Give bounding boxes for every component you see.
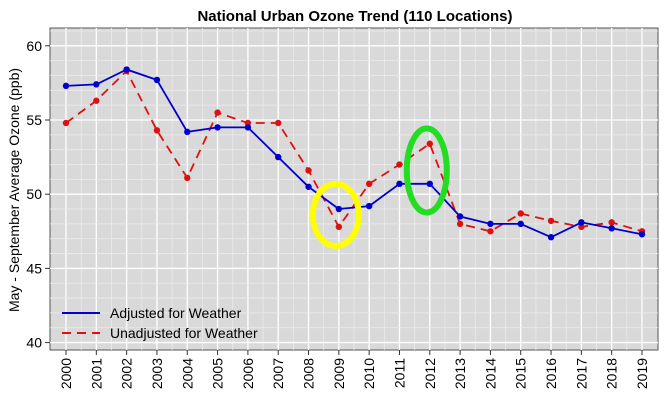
data-point (608, 225, 615, 232)
data-point (214, 109, 221, 116)
x-tick-label: 2017 (573, 358, 589, 389)
data-point (184, 174, 191, 182)
data-point (93, 81, 100, 88)
data-point (547, 234, 555, 241)
highlight-ellipse-2009 (309, 180, 362, 249)
y-axis-label: May - September Average Ozone (ppb) (6, 68, 22, 312)
data-point (426, 180, 433, 188)
data-point (517, 220, 524, 228)
x-tick-label: 2008 (301, 358, 317, 389)
legend-label-unadjusted: Unadjusted for Weather (110, 325, 258, 341)
x-tick-label: 2013 (452, 358, 468, 389)
highlight-ellipse-2012 (403, 125, 450, 216)
data-point (396, 161, 403, 168)
data-point (547, 217, 555, 225)
data-point (517, 210, 524, 217)
series-layer (62, 66, 646, 241)
x-tick-label: 2007 (270, 358, 286, 389)
legend: Adjusted for Weather Unadjusted for Weat… (62, 305, 258, 341)
y-tick-label: 40 (26, 335, 42, 351)
x-tick-label: 2000 (58, 358, 74, 389)
data-point (244, 124, 252, 131)
data-point (365, 202, 373, 210)
data-point (62, 119, 70, 127)
x-tick-label: 2016 (543, 358, 559, 389)
data-point (456, 220, 464, 228)
legend-label-adjusted: Adjusted for Weather (110, 305, 242, 321)
data-point (396, 180, 403, 188)
series-line (65, 70, 643, 233)
data-point (275, 119, 282, 127)
x-tick-label: 2004 (179, 358, 195, 389)
data-point (426, 140, 433, 147)
x-tick-label: 2011 (391, 358, 407, 388)
data-point (487, 220, 494, 228)
x-tick-label: 2006 (240, 358, 256, 389)
y-axis: 40 45 50 55 60 (26, 38, 50, 351)
series-line (65, 68, 643, 239)
data-point (578, 219, 585, 226)
data-point (93, 97, 100, 104)
data-point (123, 66, 130, 73)
y-tick-label: 55 (26, 112, 42, 128)
x-tick-label: 2002 (119, 358, 135, 389)
data-point (62, 82, 70, 90)
series-adjusted (62, 66, 646, 241)
x-tick-label: 2014 (482, 358, 498, 389)
data-point (608, 219, 615, 226)
data-point (305, 183, 312, 190)
x-axis: 2000 2001 2002 2003 2004 2005 2006 2007 2008 2009… (58, 350, 650, 389)
data-point (153, 76, 161, 84)
data-point (153, 127, 161, 134)
x-tick-label: 2010 (361, 358, 377, 389)
x-tick-label: 2001 (88, 358, 104, 389)
data-point (638, 231, 646, 238)
x-tick-label: 2015 (513, 358, 529, 389)
data-point (456, 213, 464, 220)
chart-title: National Urban Ozone Trend (110 Location… (197, 8, 512, 25)
y-tick-label: 50 (26, 186, 42, 202)
y-tick-label: 60 (26, 38, 42, 54)
data-point (244, 119, 252, 127)
x-tick-label: 2019 (634, 358, 650, 389)
data-point (305, 167, 312, 174)
x-tick-label: 2012 (422, 358, 438, 389)
data-point (487, 228, 494, 235)
x-tick-label: 2003 (149, 358, 165, 389)
data-point (365, 180, 373, 188)
x-tick-label: 2005 (210, 358, 226, 389)
data-point (214, 124, 221, 131)
grid (50, 28, 658, 350)
data-point (335, 205, 343, 213)
x-tick-label: 2018 (604, 358, 620, 389)
y-tick-label: 45 (26, 260, 42, 276)
data-point (275, 153, 282, 161)
data-point (335, 223, 343, 231)
x-tick-label: 2009 (331, 358, 347, 389)
annotation-layer (309, 125, 450, 249)
data-point (184, 128, 191, 136)
data-point (578, 223, 585, 231)
